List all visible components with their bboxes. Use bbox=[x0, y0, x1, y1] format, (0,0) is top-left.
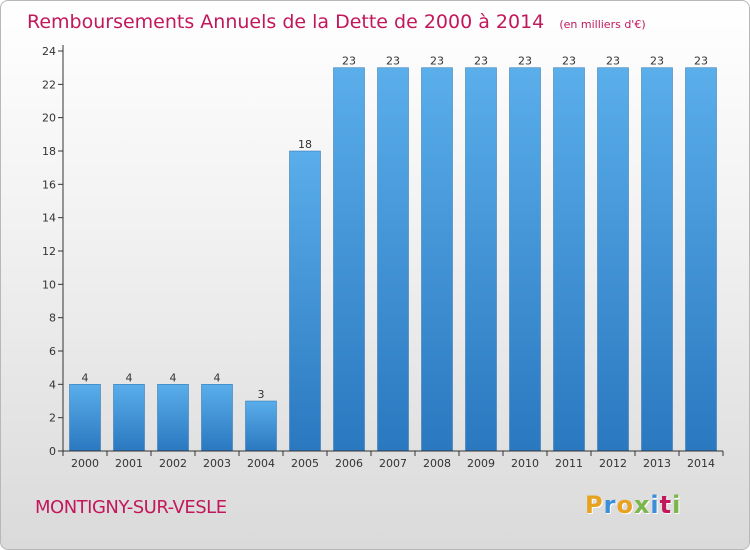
data-label-2013: 23 bbox=[650, 55, 664, 68]
bar-2003 bbox=[201, 384, 233, 452]
x-tick-label-2014: 2014 bbox=[687, 457, 715, 470]
x-tick-label-2011: 2011 bbox=[555, 457, 583, 470]
brand-letter: i bbox=[672, 491, 682, 519]
bar-2009 bbox=[465, 67, 497, 452]
data-label-2009: 23 bbox=[474, 55, 488, 68]
data-label-2007: 23 bbox=[386, 55, 400, 68]
data-label-2008: 23 bbox=[430, 55, 444, 68]
bar-series bbox=[69, 67, 717, 452]
chart-title-unit: (en milliers d'€) bbox=[559, 18, 645, 31]
x-tick-label-2009: 2009 bbox=[467, 457, 495, 470]
bar-2010 bbox=[509, 67, 541, 452]
bar-2001 bbox=[113, 384, 145, 452]
x-tick-label-2008: 2008 bbox=[423, 457, 451, 470]
x-tick-label-2003: 2003 bbox=[203, 457, 231, 470]
x-tick-label-2007: 2007 bbox=[379, 457, 407, 470]
bar-2007 bbox=[377, 67, 409, 452]
x-tick-label-2013: 2013 bbox=[643, 457, 671, 470]
y-tick-label: 6 bbox=[49, 345, 56, 358]
brand-letter: P bbox=[585, 491, 604, 519]
data-label-2003: 4 bbox=[214, 371, 221, 384]
bar-2008 bbox=[421, 67, 453, 452]
commune-name: MONTIGNY-SUR-VESLE bbox=[35, 497, 227, 518]
y-tick-label: 16 bbox=[42, 178, 56, 191]
x-tick-label-2005: 2005 bbox=[291, 457, 319, 470]
data-label-2005: 18 bbox=[298, 138, 312, 151]
y-tick-label: 22 bbox=[42, 78, 56, 91]
data-label-2011: 23 bbox=[562, 55, 576, 68]
brand-letter: x bbox=[633, 491, 651, 519]
x-tick-label-2004: 2004 bbox=[247, 457, 275, 470]
bar-2005 bbox=[289, 150, 321, 452]
x-tick-label-2010: 2010 bbox=[511, 457, 539, 470]
bar-2000 bbox=[69, 384, 101, 452]
y-tick-label: 18 bbox=[42, 145, 56, 158]
bar-2006 bbox=[333, 67, 365, 452]
y-tick-label: 4 bbox=[49, 378, 56, 391]
y-tick-label: 10 bbox=[42, 278, 56, 291]
x-tick-label-2006: 2006 bbox=[335, 457, 363, 470]
x-tick-label-2000: 2000 bbox=[71, 457, 99, 470]
bar-2002 bbox=[157, 384, 189, 452]
chart-title: Remboursements Annuels de la Dette de 20… bbox=[27, 11, 646, 33]
data-label-2006: 23 bbox=[342, 55, 356, 68]
brand-letter: r bbox=[603, 491, 617, 519]
brand-letter: t bbox=[659, 491, 673, 519]
y-tick-label: 8 bbox=[49, 312, 56, 325]
y-tick-label: 14 bbox=[42, 212, 56, 225]
x-tick-label-2001: 2001 bbox=[115, 457, 143, 470]
x-tick-label-2012: 2012 bbox=[599, 457, 627, 470]
data-label-2004: 3 bbox=[258, 388, 265, 401]
bar-2004 bbox=[245, 400, 277, 452]
bar-2014 bbox=[685, 67, 717, 452]
brand-letter: i bbox=[650, 491, 660, 519]
y-tick-label: 24 bbox=[42, 45, 56, 58]
chart-title-main: Remboursements Annuels de la Dette de 20… bbox=[27, 11, 544, 33]
data-label-2002: 4 bbox=[170, 371, 177, 384]
y-tick-label: 20 bbox=[42, 112, 56, 125]
x-tick-label-2002: 2002 bbox=[159, 457, 187, 470]
y-tick-label: 0 bbox=[49, 445, 56, 458]
data-label-2001: 4 bbox=[126, 371, 133, 384]
y-tick-label: 12 bbox=[42, 245, 56, 258]
bar-2012 bbox=[597, 67, 629, 452]
brand-letter: o bbox=[616, 491, 634, 519]
data-label-2010: 23 bbox=[518, 55, 532, 68]
bar-2011 bbox=[553, 67, 585, 452]
x-axis: 2000 2001 2002 2003 2004 2005 2006 2007 2008 2009… bbox=[62, 450, 724, 470]
data-label-2012: 23 bbox=[606, 55, 620, 68]
bar-2013 bbox=[641, 67, 673, 452]
y-tick-label: 2 bbox=[49, 412, 56, 425]
proxiti-logo: Proxiti bbox=[585, 491, 681, 521]
data-label-2014: 23 bbox=[694, 55, 708, 68]
data-labels: 4 4 4 4 3 18 23 23 23 23 23 23 23 23 23 bbox=[82, 55, 709, 401]
data-label-2000: 4 bbox=[82, 371, 89, 384]
